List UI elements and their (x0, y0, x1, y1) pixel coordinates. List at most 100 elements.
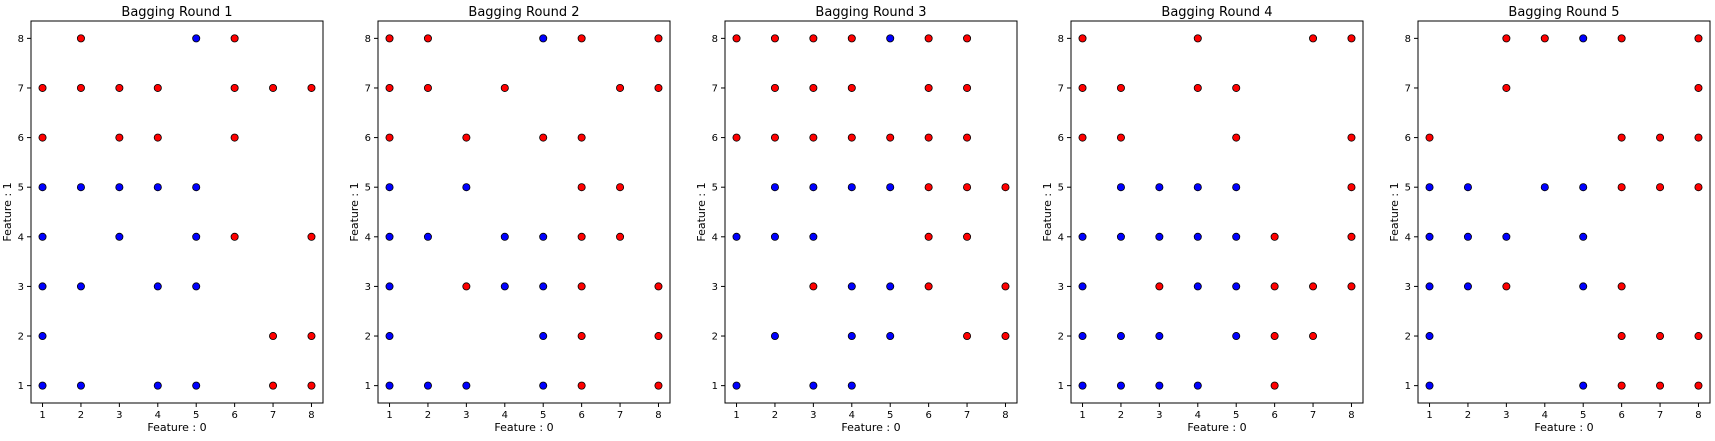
point-blue (847, 332, 856, 341)
point-blue (192, 183, 201, 192)
y-tick-label: 8 (1058, 34, 1064, 45)
point-blue (770, 183, 779, 192)
x-tick-label: 4 (155, 410, 161, 421)
point-blue (76, 183, 85, 192)
plot-frame (1070, 20, 1364, 404)
x-tick-label: 8 (308, 410, 314, 421)
point-red (1694, 332, 1703, 341)
point-red (654, 381, 663, 390)
x-tick-label: 2 (772, 410, 778, 421)
point-red (924, 282, 933, 291)
y-tick-label: 2 (365, 332, 371, 343)
point-blue (153, 381, 162, 390)
point-red (38, 133, 47, 142)
point-blue (1425, 183, 1434, 192)
point-red (76, 83, 85, 92)
point-blue (1078, 332, 1087, 341)
point-blue (1425, 282, 1434, 291)
x-tick-label: 7 (270, 410, 276, 421)
x-tick-label: 3 (116, 410, 122, 421)
plot-frame (724, 20, 1018, 404)
y-axis-label: Feature : 1 (1, 182, 14, 241)
point-blue (1463, 282, 1472, 291)
y-tick-label: 7 (712, 83, 718, 94)
point-red (577, 332, 586, 341)
plot-frame (377, 20, 671, 404)
point-blue (115, 232, 124, 241)
point-red (809, 133, 818, 142)
point-red (1656, 133, 1665, 142)
x-tick-label: 5 (1580, 410, 1586, 421)
point-blue (1463, 183, 1472, 192)
point-blue (1116, 232, 1125, 241)
x-axis-label: Feature : 0 (147, 421, 206, 434)
point-blue (539, 381, 548, 390)
point-red (577, 232, 586, 241)
point-red (423, 83, 432, 92)
point-blue (1425, 332, 1434, 341)
point-red (886, 133, 895, 142)
y-tick-label: 3 (1058, 282, 1064, 293)
point-blue (153, 183, 162, 192)
x-axis-label: Feature : 0 (841, 421, 900, 434)
point-red (385, 133, 394, 142)
y-tick-label: 8 (712, 34, 718, 45)
point-red (963, 183, 972, 192)
subplot-3: Bagging Round 3 1 2 3 4 5 6 7 8 1 2 3 4 5 6 7 8 Feature :… (695, 5, 1018, 434)
point-red (1270, 332, 1279, 341)
point-red (1116, 83, 1125, 92)
point-blue (385, 232, 394, 241)
point-blue (1232, 232, 1241, 241)
y-tick-label: 3 (365, 282, 371, 293)
y-tick-label: 2 (1405, 332, 1411, 343)
point-red (462, 133, 471, 142)
x-axis-label: Feature : 0 (1187, 421, 1246, 434)
point-red (1078, 133, 1087, 142)
point-red (153, 133, 162, 142)
point-red (1309, 34, 1318, 43)
point-red (654, 83, 663, 92)
point-blue (770, 332, 779, 341)
y-tick-label: 1 (18, 381, 24, 392)
point-red (500, 83, 509, 92)
point-red (230, 83, 239, 92)
x-tick-label: 6 (578, 410, 584, 421)
point-red (847, 133, 856, 142)
point-red (1617, 381, 1626, 390)
x-tick-label: 7 (1310, 410, 1316, 421)
point-red (269, 83, 278, 92)
point-red (115, 133, 124, 142)
point-blue (539, 282, 548, 291)
point-blue (1463, 232, 1472, 241)
point-blue (1078, 232, 1087, 241)
point-blue (500, 232, 509, 241)
point-blue (1540, 183, 1549, 192)
y-tick-label: 1 (365, 381, 371, 392)
y-tick-label: 8 (18, 34, 24, 45)
point-red (1502, 282, 1511, 291)
x-tick-label: 1 (1426, 410, 1432, 421)
point-red (1694, 381, 1703, 390)
subplot-4: Bagging Round 4 1 2 3 4 5 6 7 8 1 2 3 4 5 6 7 8 Feature :… (1041, 5, 1364, 434)
x-tick-label: 8 (655, 410, 661, 421)
subplot-5: Bagging Round 5 1 2 3 4 5 6 7 8 1 2 3 4 5 6 7 8 Feature :… (1388, 5, 1711, 434)
point-red (1078, 83, 1087, 92)
x-tick-label: 6 (1618, 410, 1624, 421)
x-tick-label: 1 (733, 410, 739, 421)
y-tick-label: 4 (1405, 232, 1411, 243)
chart-title: Bagging Round 5 (1508, 5, 1619, 20)
y-tick-label: 1 (1058, 381, 1064, 392)
point-blue (1425, 232, 1434, 241)
point-red (1078, 34, 1087, 43)
point-blue (38, 232, 47, 241)
point-red (1347, 232, 1356, 241)
point-red (924, 83, 933, 92)
x-tick-label: 3 (1503, 410, 1509, 421)
point-red (1617, 332, 1626, 341)
point-blue (1116, 381, 1125, 390)
point-blue (847, 381, 856, 390)
x-tick-label: 4 (502, 410, 508, 421)
point-red (577, 133, 586, 142)
x-axis-label: Feature : 0 (494, 421, 553, 434)
point-blue (192, 34, 201, 43)
